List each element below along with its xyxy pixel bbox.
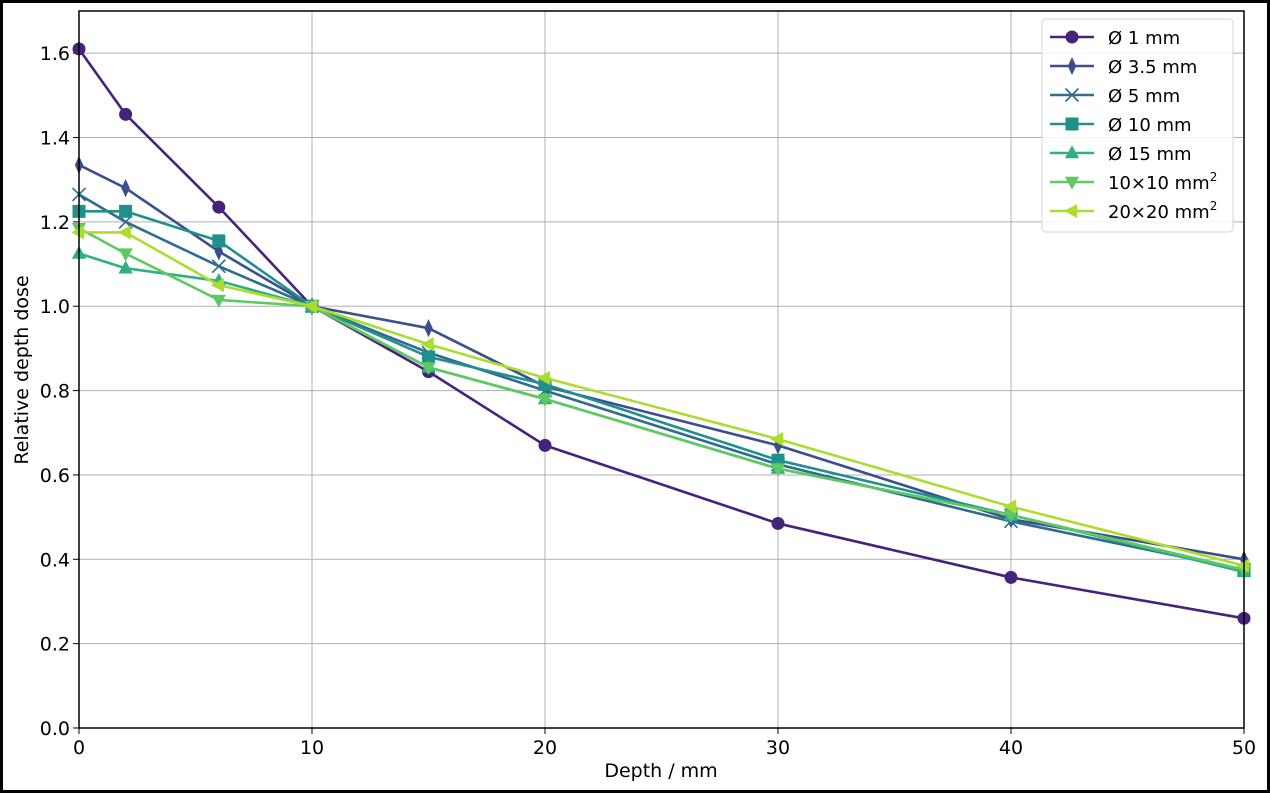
y-axis-ticks: 0.0 0.2 0.4 0.6 0.8 1.0 1.2 1.4 1.6 bbox=[40, 43, 79, 740]
y-axis-label: Relative depth dose bbox=[11, 275, 33, 464]
legend-item: Ø 5 mm bbox=[1050, 86, 1180, 107]
legend-label: Ø 10 mm bbox=[1108, 115, 1192, 136]
legend-label: Ø 15 mm bbox=[1108, 144, 1192, 165]
series-4 bbox=[71, 245, 1252, 578]
legend-item: Ø 1 mm bbox=[1050, 28, 1180, 49]
legend-label: 10×10 mm2 bbox=[1108, 170, 1217, 194]
legend-label: Ø 3.5 mm bbox=[1108, 57, 1197, 78]
legend-item: 10×10 mm2 bbox=[1050, 170, 1217, 194]
x-tick-label: 40 bbox=[999, 737, 1023, 759]
x-tick-label: 30 bbox=[766, 737, 790, 759]
y-tick-label: 1.4 bbox=[40, 128, 70, 150]
legend-item: Ø 3.5 mm bbox=[1050, 56, 1197, 78]
x-tick-label: 0 bbox=[73, 737, 85, 759]
legend-item: 20×20 mm2 bbox=[1050, 199, 1217, 223]
y-tick-label: 0.0 bbox=[40, 718, 70, 740]
legend-item: Ø 10 mm bbox=[1050, 115, 1192, 136]
y-tick-label: 0.8 bbox=[40, 381, 70, 403]
series-5 bbox=[71, 223, 1252, 578]
x-tick-label: 10 bbox=[300, 737, 324, 759]
y-tick-label: 0.2 bbox=[40, 634, 70, 656]
series-6 bbox=[71, 225, 1250, 573]
y-tick-label: 0.6 bbox=[40, 465, 70, 487]
legend-label: Ø 5 mm bbox=[1108, 86, 1180, 107]
legend: Ø 1 mm Ø 3.5 mm Ø 5 mm Ø 10 mm Ø 15 mm 10×10 … bbox=[1041, 18, 1234, 233]
x-axis-ticks: 0 10 20 30 40 50 bbox=[73, 728, 1256, 759]
legend-label: Ø 1 mm bbox=[1108, 28, 1180, 49]
x-tick-label: 50 bbox=[1232, 737, 1256, 759]
plot-area-border bbox=[78, 10, 1245, 729]
series-2 bbox=[71, 187, 1252, 577]
y-tick-label: 1.2 bbox=[40, 212, 70, 234]
y-tick-label: 1.0 bbox=[40, 296, 70, 318]
legend-item: Ø 15 mm bbox=[1050, 144, 1192, 165]
data-series bbox=[71, 42, 1252, 625]
y-tick-label: 1.6 bbox=[40, 43, 70, 65]
x-axis-label: Depth / mm bbox=[604, 760, 717, 782]
y-tick-label: 0.4 bbox=[40, 549, 70, 571]
legend-label: 20×20 mm2 bbox=[1108, 199, 1217, 223]
x-tick-label: 20 bbox=[533, 737, 557, 759]
